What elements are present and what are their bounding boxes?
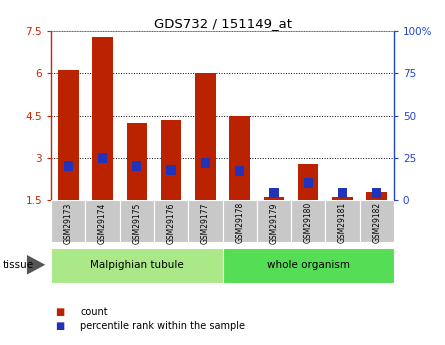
Bar [235, 166, 244, 176]
Bar [222, 200, 257, 242]
Bar [154, 200, 188, 242]
Text: GSM29176: GSM29176 [166, 202, 176, 244]
Bar [120, 200, 154, 242]
Bar [195, 73, 216, 200]
Bar [51, 200, 85, 242]
Text: GSM29182: GSM29182 [372, 202, 381, 243]
Bar [360, 200, 394, 242]
Bar [269, 188, 279, 198]
Text: GSM29175: GSM29175 [132, 202, 142, 244]
Bar [126, 122, 147, 200]
Bar [64, 161, 73, 171]
Text: ■: ■ [56, 307, 65, 317]
Bar [303, 178, 313, 188]
Bar [325, 200, 360, 242]
Bar [132, 161, 142, 171]
Bar [222, 248, 394, 283]
Bar [366, 192, 387, 200]
Text: GSM29174: GSM29174 [98, 202, 107, 244]
Bar [332, 197, 353, 200]
Text: percentile rank within the sample: percentile rank within the sample [80, 321, 245, 331]
Text: Malpighian tubule: Malpighian tubule [90, 260, 184, 270]
Bar [51, 248, 223, 283]
Bar [166, 165, 176, 175]
Bar [291, 200, 325, 242]
Bar [85, 200, 120, 242]
Title: GDS732 / 151149_at: GDS732 / 151149_at [154, 17, 291, 30]
Bar [298, 164, 319, 200]
Bar [372, 188, 381, 198]
Bar [229, 116, 250, 200]
Text: count: count [80, 307, 108, 317]
Bar [161, 120, 182, 200]
Bar [92, 37, 113, 200]
Bar [188, 200, 222, 242]
Polygon shape [27, 255, 45, 275]
Text: GSM29180: GSM29180 [303, 202, 313, 244]
Text: GSM29181: GSM29181 [338, 202, 347, 243]
Text: tissue: tissue [2, 260, 33, 270]
Text: GSM29173: GSM29173 [64, 202, 73, 244]
Text: whole organism: whole organism [267, 260, 350, 270]
Bar [98, 153, 107, 163]
Bar [257, 200, 291, 242]
Bar [201, 158, 210, 168]
Bar [338, 188, 347, 198]
Text: GSM29179: GSM29179 [269, 202, 279, 244]
Bar [58, 70, 79, 200]
Text: GSM29177: GSM29177 [201, 202, 210, 244]
Text: GSM29178: GSM29178 [235, 202, 244, 244]
Bar [263, 197, 284, 200]
Text: ■: ■ [56, 321, 65, 331]
